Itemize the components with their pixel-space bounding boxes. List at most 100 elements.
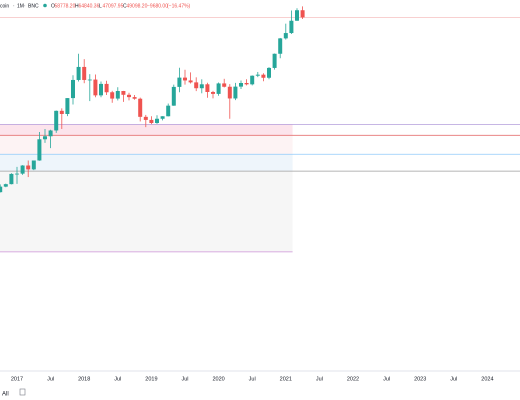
x-tick-label: Jul [181,376,188,382]
zone [0,171,293,252]
x-tick-label: Jul [383,376,390,382]
candle-body [227,86,232,99]
status-dot [43,3,47,8]
ohlc-value: 58778.20 [55,3,76,9]
x-tick-label: 2022 [347,376,359,382]
candle-body [54,110,59,131]
x-tick-label: 2023 [414,376,426,382]
candle-body [183,77,187,81]
ohlc-value: 47097.95 [103,3,124,9]
candle-body [295,10,299,21]
candle-body [205,84,210,92]
candle-body [177,77,182,87]
plot [0,6,305,193]
candle-body [87,79,92,81]
candle-body [171,86,176,106]
separator: · [24,3,26,9]
candle-body [216,83,221,94]
candle-body [3,184,8,187]
x-tick-label: 2020 [212,376,224,382]
candle-body [244,83,249,85]
candle-body [272,53,277,68]
ohlc-value: 49098.20 [127,3,148,9]
x-tick-label: 2024 [481,376,493,382]
x-tick-label: Jul [450,376,457,382]
ohlc-prefix: H [75,3,79,9]
candle-body [255,74,260,76]
x-tick-label: 2018 [78,376,90,382]
ohlc-prefix: L [99,3,102,9]
candle-body [267,67,271,78]
legend-header: coin · 1M · BNC O 58778.20 H 64840.36 L 47097… [0,3,191,9]
candle-body [59,110,64,114]
candle-body [138,98,143,117]
candle-body [233,86,238,99]
candle-body [127,94,131,98]
x-tick-label: 2019 [145,376,157,382]
candle-body [166,105,171,117]
candle-body [104,83,109,93]
candle-body [37,139,42,161]
candle-body [222,83,227,87]
candle-body [194,82,199,89]
candle-body [26,165,31,170]
candle-body [239,83,243,87]
candle-body [250,75,255,85]
zone [0,124,293,136]
candle-body [149,119,154,124]
x-tick-label: Jul [316,376,323,382]
x-tick-label: 2021 [280,376,292,382]
candle-body [289,20,294,34]
candle-body [99,83,103,96]
candle-body [155,118,159,124]
candle-body [300,10,305,18]
candle-body [15,173,19,175]
zone [0,135,293,155]
calendar-icon[interactable] [19,388,26,396]
change-value: −9680.00 [147,3,168,9]
candle-body [71,79,75,99]
range-button[interactable]: All [2,392,9,398]
symbol: coin [0,3,9,9]
interval: 1M [17,3,24,9]
candle-body [43,136,47,140]
ohlc-value: 64840.36 [79,3,100,9]
x-tick-label: Jul [249,376,256,382]
x-tick-label: 2017 [11,376,23,382]
candle-body [65,98,70,114]
candle-body [48,130,53,137]
x-tick-label: Jul [114,376,121,382]
candle-body [31,160,36,170]
range-bar: All [2,388,26,398]
candle-body [115,91,120,99]
zone [0,154,293,172]
candle-body [211,91,215,94]
candle-body [278,38,283,54]
candle-body [76,66,81,80]
candle-body [199,84,204,89]
ohlc-values: O 58778.20 H 64840.36 L 47097.95 C 49098.20 −968… [51,3,191,9]
candle-body [188,80,193,83]
candle-body [20,165,25,174]
zones [0,17,520,253]
ohlc-prefix: C [123,3,127,9]
candle-body [121,91,126,95]
x-tick-label: Jul [47,376,54,382]
candle-body [93,79,98,96]
candle-body [143,116,148,120]
candle-body [160,116,165,119]
change-percent: (−16.47%) [167,3,191,9]
x-axis: 2017 Jul 2018 Jul 2019 Jul 2020 Jul 2021 Jul 2022 J… [11,376,494,382]
candle-body [82,66,87,80]
separator: · [13,3,15,9]
candle-body [110,92,115,99]
candle-body [283,33,288,39]
ohlc-prefix: O [51,3,55,9]
candle-body [132,97,137,99]
candle-body [9,173,14,185]
candle-body [261,74,266,78]
exchange: BNC [28,3,39,9]
candle-body [0,186,3,193]
